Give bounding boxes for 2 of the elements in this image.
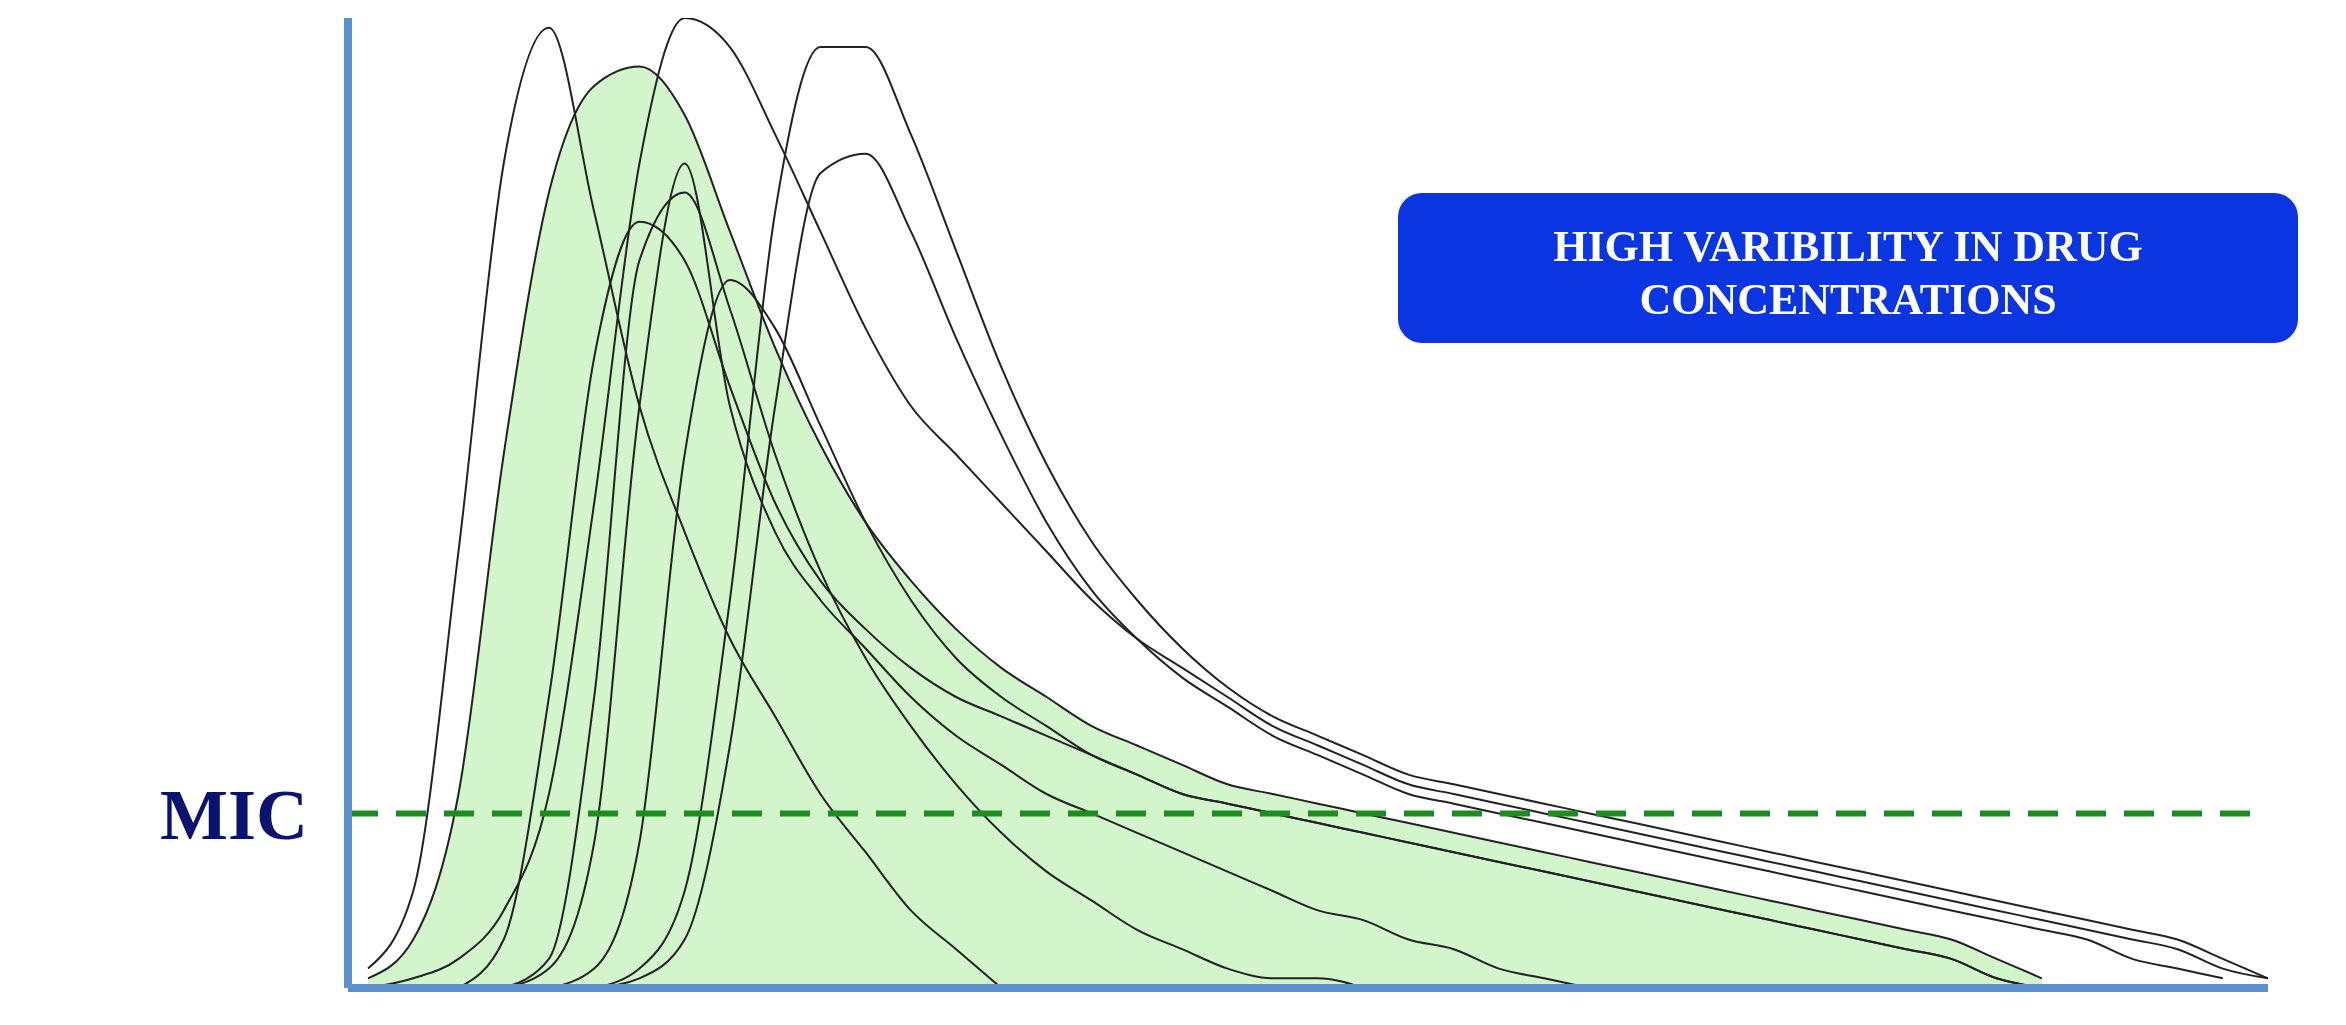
annotation: HIGH VARIBILITY IN DRUG CONCENTRATIONS [1552,221,2144,326]
ref-line-label: MIC [160,774,308,855]
